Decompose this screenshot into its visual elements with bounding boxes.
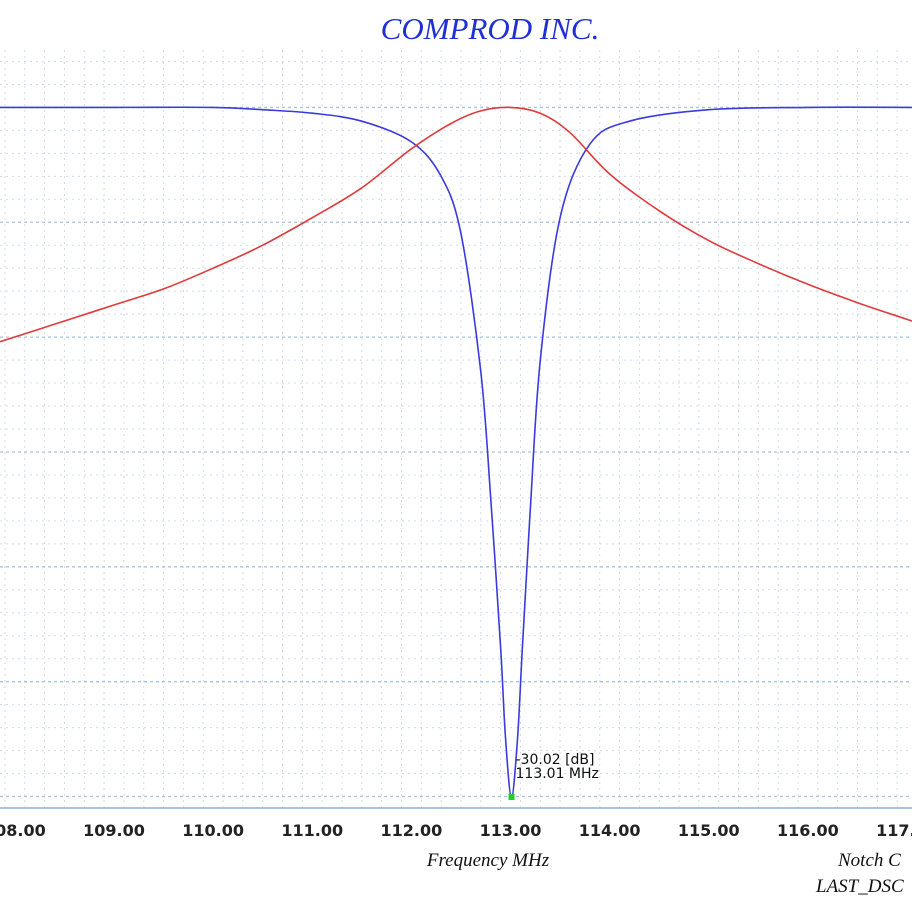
x-tick-labels: 108.00 109.00 110.00 111.00 112.00 113.00 114.… xyxy=(0,821,912,840)
x-tick-label: 114.00 xyxy=(579,821,641,840)
x-axis-label: Frequency MHz xyxy=(426,850,550,871)
series-peak-line xyxy=(0,106,912,343)
marker-value-label: -30.02 [dB] xyxy=(516,752,595,768)
marker-point[interactable] xyxy=(508,793,515,800)
major-grid xyxy=(0,106,912,798)
x-tick-label: 112.00 xyxy=(381,821,443,840)
x-tick-label: 117.00 xyxy=(876,821,912,840)
note-notch: Notch C xyxy=(837,850,901,871)
chart-title: COMPROD INC. xyxy=(381,11,600,46)
x-tick-label: 113.00 xyxy=(480,821,542,840)
x-tick-label: 109.00 xyxy=(83,821,145,840)
marker-frequency-label: 113.01 MHz xyxy=(516,766,599,782)
x-tick-label: 108.00 xyxy=(0,821,46,840)
x-tick-label: 111.00 xyxy=(281,821,343,840)
x-tick-label: 116.00 xyxy=(777,821,839,840)
note-last-dsc: LAST_DSC xyxy=(815,876,904,897)
x-tick-label: 115.00 xyxy=(678,821,740,840)
series-notch-line xyxy=(0,106,912,798)
x-tick-label: 110.00 xyxy=(182,821,244,840)
